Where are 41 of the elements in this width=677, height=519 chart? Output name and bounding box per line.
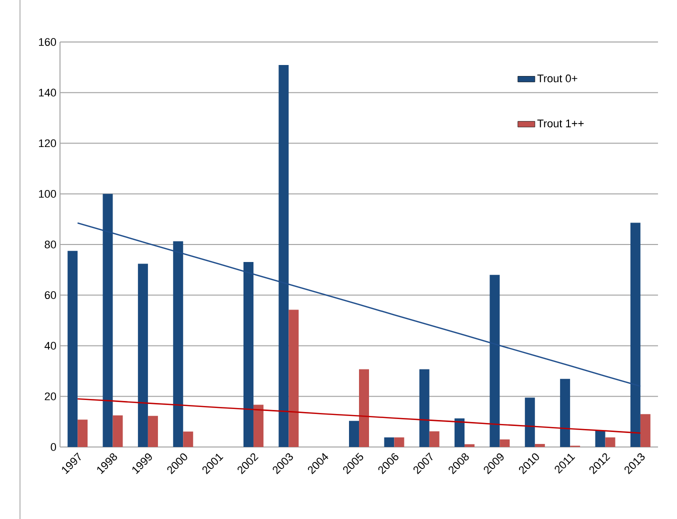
bar [534,444,545,447]
bar [605,437,616,447]
bar [419,369,430,447]
y-tick-label: 160 [39,38,56,46]
bar [349,420,360,447]
legend-label: Trout 1++ [537,120,584,128]
bar [454,418,465,447]
y-tick-label: 80 [44,240,56,248]
bar [253,404,264,447]
bar [359,369,370,447]
bar [68,250,78,447]
bar [464,444,475,447]
y-tick-label: 40 [44,342,56,350]
y-tick-label: 0 [50,443,56,451]
bar [183,432,194,447]
bar [595,430,606,447]
bar [278,65,289,447]
y-tick-label: 120 [39,139,56,148]
bar [630,222,640,447]
bar [173,241,184,447]
bar [138,264,148,447]
bar [148,416,158,447]
bar [640,414,650,447]
bar [500,439,510,447]
y-tick-label: 100 [39,190,56,198]
y-tick-label: 20 [44,392,56,400]
line-series [76,398,642,434]
bar [560,378,570,447]
y-tick-label: 60 [44,291,56,300]
bar [102,194,113,447]
bar [78,420,88,447]
bar [384,437,394,447]
bar [288,310,299,447]
bar [394,437,404,447]
legend-label: Trout 0+ [537,74,578,82]
bar [429,431,440,447]
y-tick-label: 140 [39,88,56,96]
bar [524,398,535,447]
bar [112,415,123,447]
bar [243,262,254,447]
bar [490,274,500,447]
